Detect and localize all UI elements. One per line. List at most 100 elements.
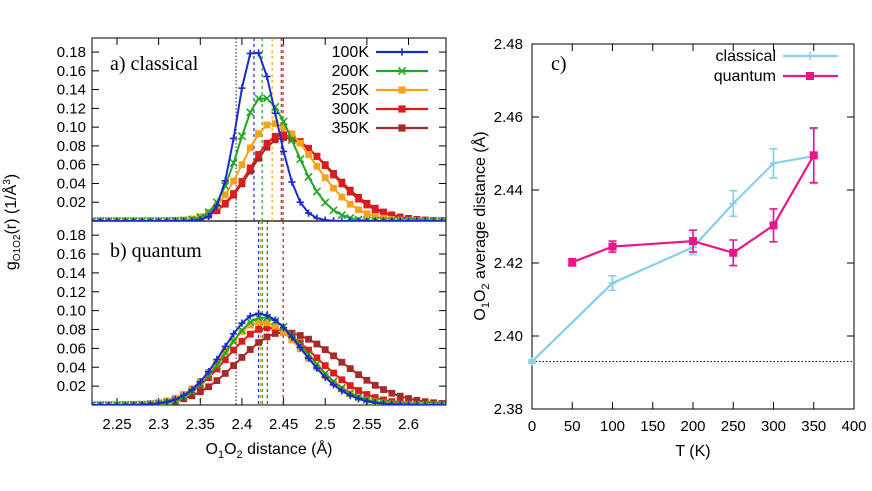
panel-a-point-100K — [338, 217, 346, 221]
panel-c-line-classical — [531, 154, 814, 363]
panel-a-point-200K — [287, 135, 297, 145]
panel-a-point-350K — [255, 154, 262, 162]
panel-a-point-100K — [396, 217, 404, 221]
panel-b-point-100K — [213, 355, 221, 364]
legend-label-250K: 250K — [332, 82, 370, 99]
panel-a-point-100K — [354, 217, 363, 221]
panel-b-point-300K — [305, 346, 312, 354]
panel-a-point-100K — [171, 217, 179, 221]
panel-b-point-100K — [163, 398, 171, 405]
panel-b-point-350K — [188, 392, 196, 400]
panel-b-point-300K — [238, 337, 246, 345]
panel-c-point-quantum — [568, 258, 577, 267]
panel-a-point-100K — [429, 217, 438, 221]
panel-b-series — [92, 309, 446, 405]
panel-a-point-100K — [113, 217, 121, 221]
panel-a-point-100K — [213, 202, 221, 210]
panel-a-point-300K — [380, 209, 387, 217]
panel-a-point-200K — [229, 158, 238, 167]
panel-b-point-350K — [363, 376, 371, 384]
panel-c-xtick-label: 350 — [801, 418, 826, 435]
panel-b-point-300K — [205, 374, 213, 382]
panel-b-point-100K — [254, 309, 263, 318]
panel-c-series-classical — [528, 127, 818, 366]
panel-a-point-100K — [105, 217, 113, 221]
panel-a-point-100K — [313, 214, 321, 221]
panel-a-point-100K — [254, 49, 263, 57]
panel-a-point-300K — [363, 201, 371, 209]
panel-b-point-300K — [321, 362, 329, 370]
panel-b-point-350K — [371, 381, 379, 389]
panel-a-point-100K — [421, 217, 429, 221]
panel-a-point-300K — [346, 188, 354, 196]
panel-b-point-300K — [330, 369, 337, 377]
panel-b-point-300K — [221, 356, 229, 364]
left-xtick-label: 2.4 — [231, 416, 252, 433]
panel-b-point-250K — [255, 318, 262, 326]
panel-a-point-250K — [346, 200, 354, 208]
panel-a-point-100K — [196, 216, 204, 221]
panel-a-point-200K — [312, 187, 322, 196]
panel-a-point-300K — [213, 206, 221, 214]
panel-a-point-100K — [288, 178, 296, 186]
panel-b-point-100K — [205, 367, 213, 376]
panel-a-point-200K — [104, 216, 113, 221]
left-xtick-label: 2.6 — [398, 416, 419, 433]
right-plot-frame — [531, 43, 855, 410]
panel-b-point-100K — [329, 381, 338, 389]
panel-b-point-100K — [371, 399, 379, 405]
panel-a-point-200K — [279, 117, 288, 126]
panel-b-point-300K — [371, 394, 379, 401]
panel-c-point-classical — [729, 199, 738, 208]
panel-a-point-250K — [355, 206, 362, 214]
panel-a-legend: 100K 200K 250K 300K 350K — [332, 44, 428, 137]
left-xtick-label: 2.25 — [102, 416, 131, 433]
panel-b-point-100K — [421, 401, 429, 405]
panel-b-point-100K — [130, 401, 138, 405]
panel-c-ytick-label: 2.38 — [494, 401, 523, 418]
panel-b-point-350K — [305, 335, 312, 343]
panel-a-series-line-250K — [92, 122, 442, 221]
panel-b-point-100K — [138, 401, 146, 405]
panel-a-point-100K — [96, 217, 104, 221]
panel-a-point-250K — [371, 213, 379, 220]
legend-marker-250K — [398, 86, 406, 94]
panel-b-point-200K — [237, 326, 247, 335]
panel-b-point-100K — [321, 373, 329, 381]
panel-b-point-100K — [413, 401, 421, 405]
legend-marker-200K — [397, 66, 407, 76]
panel-b-point-350K — [388, 389, 396, 397]
panel-a-point-200K — [254, 94, 263, 103]
panel-a-point-250K — [288, 130, 296, 138]
panel-b-ytick-label: 0.14 — [57, 265, 86, 282]
panel-b-point-350K — [238, 353, 246, 361]
panel-b-point-350K — [313, 340, 321, 348]
panel-a-point-350K — [263, 143, 271, 151]
panel-a-point-100K — [438, 217, 446, 221]
panel-b-point-100K — [121, 401, 129, 405]
panel-a-point-250K — [263, 121, 271, 129]
panel-a-point-100K — [271, 109, 279, 117]
panel-c-legend-marker-classical — [806, 52, 814, 60]
panel-a-point-100K — [230, 134, 238, 143]
panel-b-point-100K — [346, 391, 354, 400]
panel-b-point-300K — [213, 365, 221, 373]
panel-a-title: a) classical — [110, 53, 199, 75]
legend-marker-350K — [398, 124, 406, 132]
panel-b-point-350K — [338, 358, 346, 366]
panel-a-y-axis: 0.02 0.040.06 0.08 0.10 0.120.14 0.16 0.18 — [57, 44, 446, 211]
panel-b-point-350K — [271, 330, 279, 337]
panel-b-point-100K — [354, 395, 363, 403]
panel-a-point-200K — [421, 216, 430, 221]
panel-b-point-100K — [221, 342, 229, 351]
panel-c-point-classical — [769, 159, 778, 168]
panel-a-ytick-label: 0.06 — [57, 157, 86, 174]
panel-b-point-100K — [113, 401, 121, 405]
panel-a-point-250K — [305, 151, 312, 158]
panel-a-ytick-label: 0.14 — [57, 82, 86, 99]
panel-a-point-300K — [355, 195, 362, 203]
panel-b-point-350K — [246, 346, 254, 353]
panel-b-point-300K — [296, 339, 304, 347]
panel-c-line-quantum — [571, 154, 815, 264]
